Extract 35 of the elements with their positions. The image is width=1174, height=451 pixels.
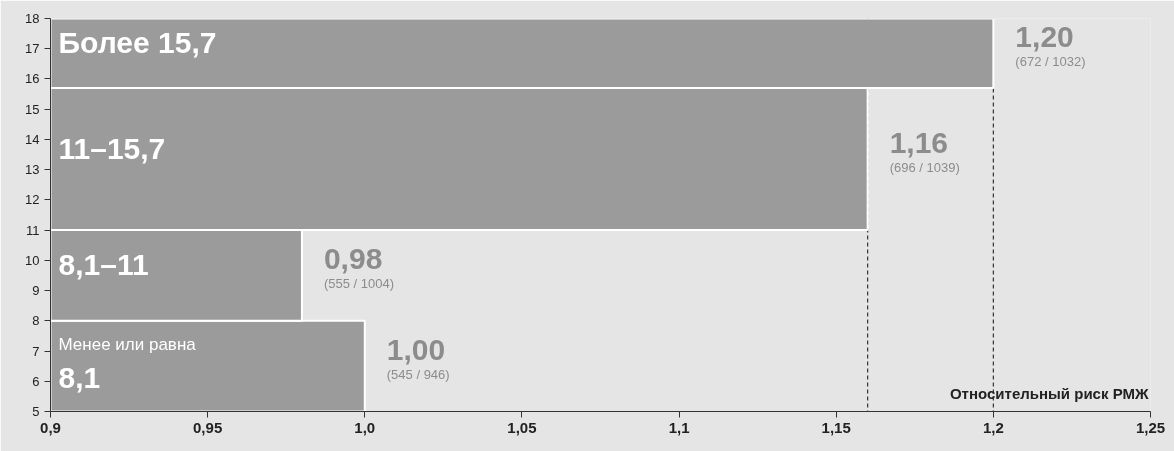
y-tick-label: 10 xyxy=(25,252,40,268)
y-tick-label: 12 xyxy=(25,192,40,208)
x-axis-title: Относительный риск РМЖ xyxy=(949,384,1149,402)
y-tick-label: 9 xyxy=(32,283,40,299)
x-tick-label: 1,2 xyxy=(982,418,1004,436)
y-tick-label: 6 xyxy=(32,373,40,389)
x-tick-label: 1,1 xyxy=(668,418,690,436)
annotation: Более 15,7 xyxy=(58,26,217,60)
annotation: (555 / 1004) xyxy=(323,276,395,292)
x-tick-label: 1,0 xyxy=(354,418,376,436)
annotation: 8,1–11 xyxy=(58,248,149,282)
y-tick-label: 18 xyxy=(25,11,40,26)
data-label: 1,16 xyxy=(889,126,949,160)
y-tick-label: 17 xyxy=(25,41,40,57)
y-tick-label: 16 xyxy=(25,71,40,87)
x-tick-label: 1,25 xyxy=(1135,418,1166,436)
annotation: (696 / 1039) xyxy=(889,160,960,176)
annotation: (672 / 1032) xyxy=(1015,54,1086,70)
annotation: 11–15,7 xyxy=(58,132,166,166)
y-tick-label: 15 xyxy=(25,101,40,117)
x-tick-label: 0,95 xyxy=(193,418,223,436)
y-tick-label: 14 xyxy=(25,131,40,147)
x-tick-label: 0,9 xyxy=(40,418,61,436)
y-tick-label: 8 xyxy=(32,313,40,329)
y-tick-label: 5 xyxy=(32,404,40,419)
y-tick-label: 11 xyxy=(26,222,40,238)
data-label: 0,98 xyxy=(323,242,383,276)
y-tick-label: 13 xyxy=(25,162,40,178)
x-tick-label: 1,05 xyxy=(507,418,537,436)
annotation: Менее или равна 8,1 xyxy=(58,335,197,395)
data-label: 1,20 xyxy=(1015,20,1074,54)
y-tick-label: 7 xyxy=(32,343,40,359)
data-label: 1,00 xyxy=(386,333,446,367)
x-tick-label: 1,15 xyxy=(821,418,851,436)
annotation: (545 / 946) xyxy=(386,367,450,383)
